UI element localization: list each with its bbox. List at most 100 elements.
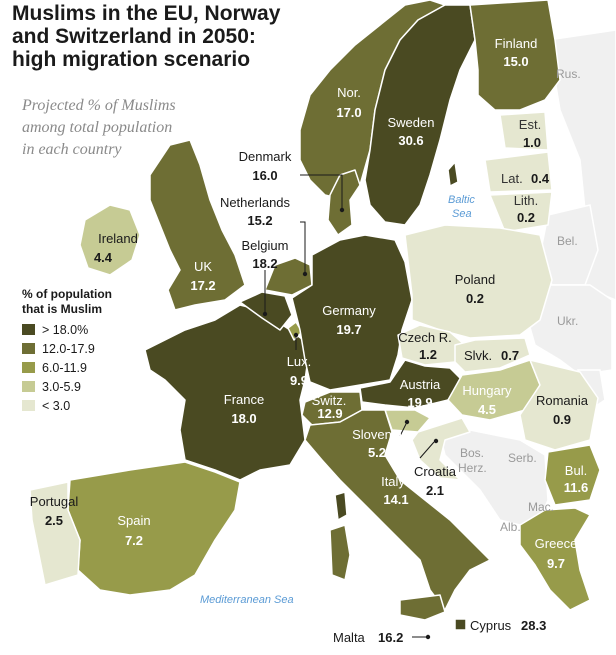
countries [29,0,601,631]
country-name-denmark: Denmark [239,149,292,164]
label-serb: Serb. [508,451,537,465]
belgium-dot [262,311,268,317]
country-name-nor: Nor. [337,85,361,100]
country-name-spain: Spain [117,513,150,528]
label-rus: Rus. [556,67,581,81]
country-value-switz: 12.9 [317,406,342,421]
country-denmark [327,169,361,236]
legend-swatch [22,362,35,373]
denmark-leader [300,174,343,208]
label-bel: Bel. [557,234,578,248]
country-value-germany: 19.7 [336,322,361,337]
country-finland [469,0,561,111]
country-value-poland: 0.2 [466,291,484,306]
country-uk [149,139,246,311]
legend-title: % of population that is Muslim [22,287,112,316]
country-poland [404,224,553,339]
legend-label: 3.0-5.9 [42,379,81,394]
country-value-slovenia: 5.2 [368,445,386,460]
leader-dots [262,207,439,640]
country-italy [304,409,491,611]
country-name-poland: Poland [455,272,495,287]
country-name-uk: UK [194,259,212,274]
baltic-sea-label-line1: Baltic [448,194,475,206]
country-value-malta: 16.2 [378,630,403,645]
croatia-leader [419,441,435,459]
island-gotland [447,161,459,187]
label-alb: Alb. [500,520,521,534]
legend-item: > 18.0% [22,320,172,339]
country-name-sweden: Sweden [388,115,435,130]
country-value-france: 18.0 [231,411,256,426]
country-value-ireland: 4.4 [94,250,113,265]
country-value-netherlands: 15.2 [247,213,272,228]
country-value-hungary: 4.5 [478,402,496,417]
country-name-netherlands: Netherlands [220,195,291,210]
country-value-croatia: 2.1 [426,483,444,498]
legend-item: < 3.0 [22,396,172,415]
country-name-finland: Finland [495,36,538,51]
country-value-lith: 0.2 [517,210,535,225]
country-value-lux: 9.9 [290,373,308,388]
map-title: Muslims in the EU, Norway and Switzerlan… [12,2,281,71]
country-name-slvk: Slvk. [464,348,492,363]
country-name-belgium: Belgium [242,238,289,253]
country-spain [67,461,241,596]
country-value-lat: 0.4 [531,171,550,186]
legend-swatch [22,324,35,335]
map-subtitle: Projected % of Muslims among total popul… [22,97,176,158]
country-name-austria: Austria [400,377,441,392]
country-value-bul: 11.6 [564,480,589,495]
country-value-portugal: 2.5 [45,513,63,528]
croatia-dot [433,438,439,444]
label-bos: Bos. [460,446,484,460]
country-name-croatia: Croatia [414,464,457,479]
country-name-portugal: Portugal [30,494,79,509]
country-lithuania [489,191,553,233]
country-value-czech-r: 1.2 [419,347,437,362]
country-name-romania: Romania [536,393,589,408]
country-value-nor: 17.0 [336,105,361,120]
label-ukr: Ukr. [557,314,578,328]
country-value-uk: 17.2 [190,278,215,293]
country-france [144,304,311,481]
label-mac: Mac. [528,500,554,514]
country-value-slvk: 0.7 [501,348,519,363]
country-name-czech-r: Czech R. [398,330,451,345]
legend-swatch [22,400,35,411]
region-labels: Rus. Bel. Ukr. Bos. Herz. Serb. Mac. Alb… [458,67,581,534]
island-corsica [334,491,348,521]
legend-rows: > 18.0% 12.0-17.9 6.0-11.9 3.0-5.9 < 3.0 [22,320,172,415]
legend-label: > 18.0% [42,322,89,337]
island-sardinia [329,524,351,581]
netherlands-dot [302,271,308,277]
netherlands-leader [300,221,306,272]
country-name-france: France [224,392,264,407]
label-herz: Herz. [458,461,487,475]
malta-dot [425,634,431,640]
country-labels: Finland 15.0 Nor. 17.0 Sweden 30.6 Est. 1.0 Lat.… [30,36,589,645]
country-latvia [484,151,553,193]
country-value-austria: 19.9 [407,395,432,410]
country-name-lux: Lux. [287,354,312,369]
country-value-denmark: 16.0 [252,168,277,183]
country-bulgaria [544,444,601,506]
mediterranean-sea-label: Mediterranean Sea [200,594,294,606]
country-value-romania: 0.9 [553,412,571,427]
country-croatia [411,417,471,481]
sea-labels: Baltic Sea Mediterranean Sea [200,194,475,606]
denmark-dot [339,207,345,213]
country-belgium [239,291,293,331]
legend-label: 6.0-11.9 [42,360,87,375]
country-value-est: 1.0 [523,135,541,150]
country-name-est: Est. [519,117,541,132]
country-romania [519,359,599,451]
lux-dot [293,332,299,338]
country-name-germany: Germany [322,303,376,318]
cyprus-swatch [454,618,467,631]
country-name-hungary: Hungary [462,383,512,398]
leader-lines [264,174,435,638]
country-name-bul: Bul. [565,463,587,478]
